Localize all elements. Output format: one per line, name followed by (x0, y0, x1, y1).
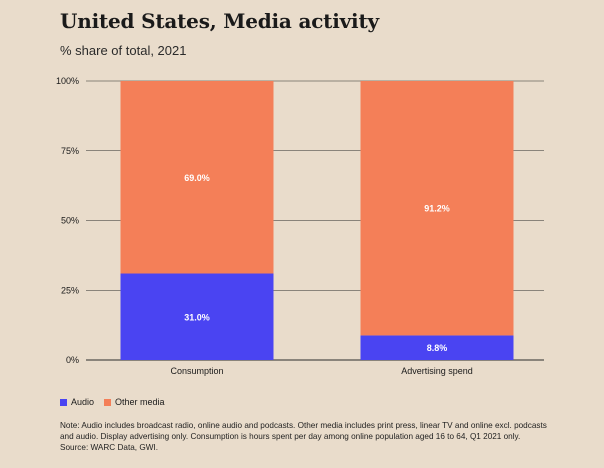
data-label-advertising-spend-audio: 8.8% (427, 343, 448, 353)
footnote: Note: Audio includes broadcast radio, on… (60, 420, 590, 453)
data-label-advertising-spend-other-media: 91.2% (424, 204, 450, 214)
x-tick-label-consumption: Consumption (170, 366, 223, 376)
stacked-bar-chart: 0% 25% 50% 75% 100% 31.0% 69.0% Consumption 8.8%… (56, 76, 544, 376)
footnote-source: Source: WARC Data, GWI. (60, 443, 158, 452)
y-tick-label-50: 50% (61, 216, 79, 226)
bar-consumption-other-media (120, 81, 274, 274)
chart-title: United States, Media activity (60, 9, 379, 33)
legend-label-other-media: Other media (115, 397, 165, 407)
y-tick-label-100: 100% (56, 76, 79, 86)
footnote-note-line-1: Note: Audio includes broadcast radio, on… (60, 421, 547, 430)
x-tick-label-advertising-spend: Advertising spend (401, 366, 473, 376)
legend: Audio Other media (60, 397, 165, 407)
data-label-consumption-audio: 31.0% (184, 312, 210, 322)
legend-swatch-other-media (104, 398, 112, 406)
chart-subtitle: % share of total, 2021 (60, 43, 187, 58)
data-label-consumption-other-media: 69.0% (184, 173, 210, 183)
y-tick-label-25: 25% (61, 285, 79, 295)
footnote-note-line-2: and audio. Display advertising only. Con… (60, 432, 521, 441)
y-tick-label-0: 0% (66, 355, 79, 365)
legend-swatch-audio (60, 398, 67, 406)
y-tick-label-75: 75% (61, 146, 79, 156)
legend-item-other-media: Other media (104, 397, 165, 407)
bar-advertising-spend-audio (360, 335, 514, 360)
legend-item-audio: Audio (60, 397, 94, 407)
legend-label-audio: Audio (71, 397, 95, 407)
bar-consumption-audio (120, 273, 274, 360)
bar-advertising-spend-other-media (360, 81, 514, 336)
